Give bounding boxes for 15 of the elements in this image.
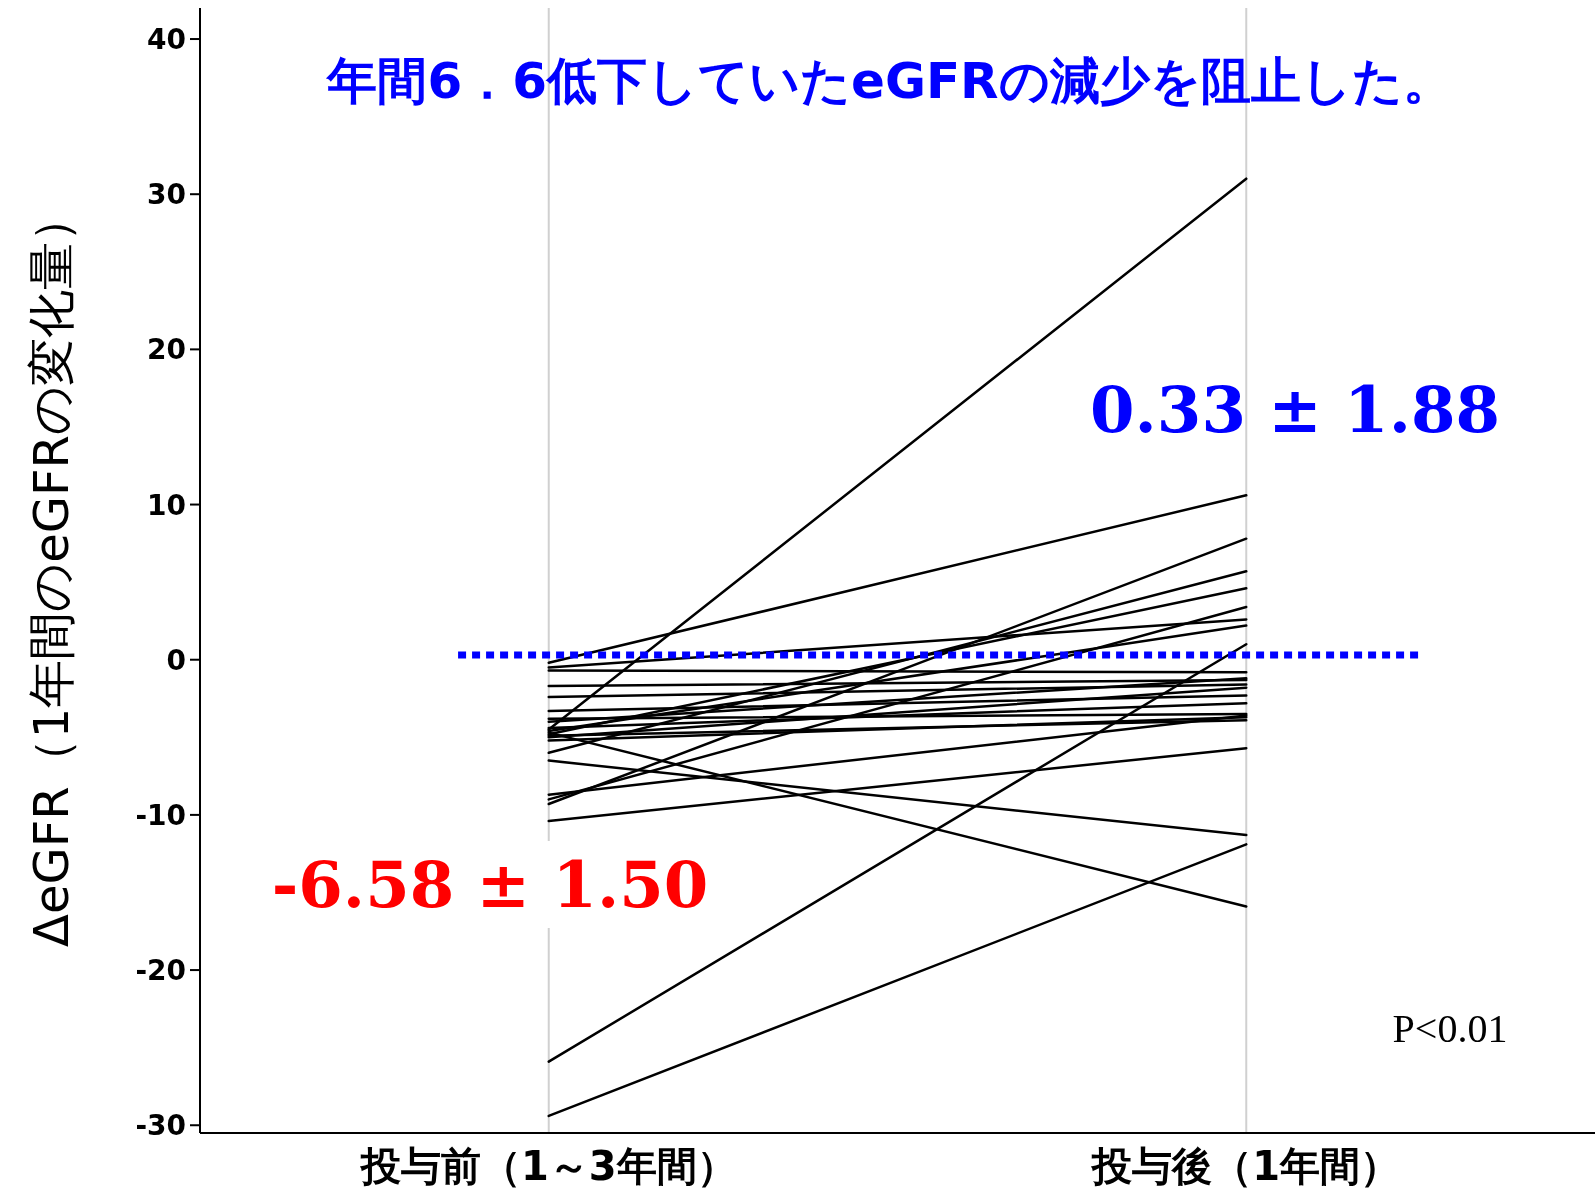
annotation: 0.33 ± 1.88 bbox=[1090, 372, 1500, 447]
annotation: -6.58 ± 1.50 bbox=[271, 847, 709, 922]
x-tick-label: 投与後（1年間） bbox=[1090, 1143, 1401, 1189]
y-tick-label: -10 bbox=[135, 798, 186, 832]
y-tick-label: -30 bbox=[135, 1109, 186, 1143]
annotation: 年間6．6低下していたeGFRの減少を阻止した。 bbox=[325, 52, 1453, 110]
y-tick-label: 10 bbox=[147, 488, 186, 522]
y-tick-label: 30 bbox=[147, 178, 186, 212]
y-tick-label: 20 bbox=[147, 333, 186, 367]
x-tick-label: 投与前（1～3年間） bbox=[358, 1143, 737, 1189]
annotation: P<0.01 bbox=[1392, 1006, 1508, 1051]
y-tick-label: 0 bbox=[166, 643, 186, 677]
y-axis-title: ΔeGFR（1年間のeGFRの変化量） bbox=[23, 194, 79, 947]
y-tick-label: -20 bbox=[135, 954, 186, 988]
y-tick-label: 40 bbox=[147, 23, 186, 57]
